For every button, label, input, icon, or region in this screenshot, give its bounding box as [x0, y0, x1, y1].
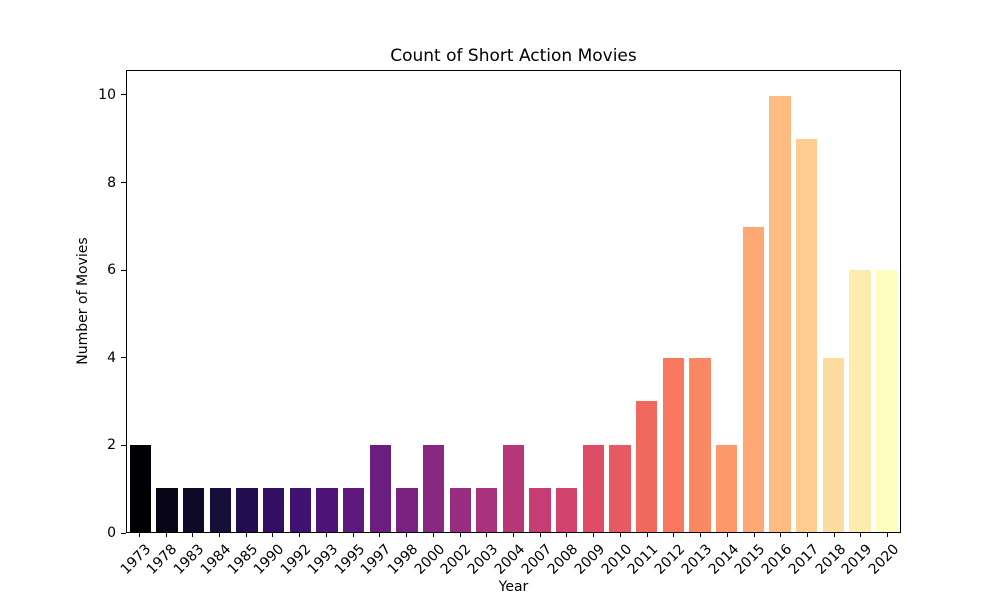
- x-tick-label-1985: 1985: [224, 541, 261, 578]
- bar-2020: [876, 270, 898, 532]
- x-tick-label-1997: 1997: [357, 541, 395, 578]
- x-tick-label-2011: 2011: [625, 541, 662, 578]
- x-tick-mark: [379, 533, 381, 537]
- x-tick-label-2003: 2003: [464, 541, 502, 578]
- x-tick-label-2012: 2012: [651, 541, 689, 578]
- x-tick-mark: [459, 533, 461, 537]
- bar-2016: [769, 95, 791, 532]
- x-tick-label-1983: 1983: [170, 541, 208, 578]
- x-tick-mark: [566, 533, 568, 537]
- bar-2015: [742, 226, 765, 532]
- x-tick-label-2007: 2007: [518, 541, 555, 578]
- x-tick-label-2019: 2019: [838, 541, 876, 578]
- bar-1985: [236, 488, 258, 532]
- x-tick-label-2013: 2013: [678, 541, 716, 578]
- chart-title: Count of Short Action Movies: [390, 46, 637, 66]
- bar-1997: [369, 444, 391, 532]
- x-tick-mark: [165, 533, 167, 537]
- x-tick-label-2018: 2018: [812, 541, 849, 578]
- y-tick-label-2: 2: [107, 437, 116, 454]
- x-tick-label-2010: 2010: [598, 541, 635, 578]
- x-tick-label-2017: 2017: [785, 541, 823, 578]
- x-tick-mark: [325, 533, 327, 537]
- x-tick-mark: [272, 533, 274, 537]
- x-tick-mark: [780, 533, 782, 537]
- bar-2009: [582, 444, 605, 532]
- bar-2019: [849, 270, 871, 532]
- x-tick-mark: [806, 533, 808, 537]
- bar-2003: [476, 488, 498, 532]
- bar-1978: [156, 488, 178, 532]
- x-tick-mark: [646, 533, 648, 537]
- bar-1993: [316, 488, 338, 532]
- x-tick-label-2002: 2002: [438, 541, 475, 578]
- y-tick-label-4: 4: [107, 349, 116, 366]
- bar-1984: [209, 488, 231, 532]
- x-tick-label-2015: 2015: [732, 541, 769, 578]
- bar-2018: [822, 357, 844, 532]
- x-tick-mark: [352, 533, 354, 537]
- y-tick-label-8: 8: [107, 174, 116, 191]
- x-tick-mark: [138, 533, 140, 537]
- x-tick-mark: [486, 533, 488, 537]
- bar-2013: [689, 357, 711, 532]
- x-tick-label-1993: 1993: [304, 541, 342, 578]
- bar-2002: [449, 488, 471, 532]
- x-tick-label-1992: 1992: [277, 541, 315, 578]
- x-tick-mark: [726, 533, 728, 537]
- x-tick-label-2004: 2004: [491, 541, 529, 578]
- bars-container: [127, 71, 900, 532]
- bar-1995: [342, 488, 365, 532]
- x-tick-mark: [299, 533, 301, 537]
- y-axis-label: Number of Movies: [75, 237, 91, 365]
- x-tick-label-2020: 2020: [865, 541, 903, 578]
- bar-2007: [529, 488, 551, 532]
- x-tick-mark: [753, 533, 755, 537]
- x-tick-label-1984: 1984: [197, 541, 235, 578]
- x-axis-label: Year: [498, 579, 529, 595]
- x-tick-label-2014: 2014: [705, 541, 742, 578]
- x-tick-mark: [192, 533, 194, 537]
- bar-2012: [662, 357, 685, 532]
- x-tick-label-1973: 1973: [117, 541, 154, 578]
- x-tick-label-1995: 1995: [331, 541, 368, 578]
- x-tick-label-1998: 1998: [384, 541, 422, 578]
- x-tick-mark: [539, 533, 541, 537]
- bar-1992: [289, 488, 311, 532]
- bar-2004: [502, 444, 525, 532]
- bar-1983: [182, 488, 205, 532]
- x-tick-mark: [887, 533, 889, 537]
- x-tick-label-2000: 2000: [411, 541, 448, 578]
- x-tick-mark: [219, 533, 221, 537]
- x-tick-mark: [513, 533, 514, 537]
- bar-2017: [796, 139, 818, 532]
- x-tick-mark: [700, 533, 702, 537]
- x-tick-mark: [432, 533, 434, 537]
- x-tick-mark: [619, 533, 621, 537]
- x-tick-mark: [833, 533, 835, 537]
- x-tick-mark: [860, 533, 862, 537]
- x-tick-mark: [245, 533, 247, 537]
- x-tick-label-2008: 2008: [545, 541, 582, 578]
- bar-1973: [129, 444, 151, 532]
- bar-2011: [636, 401, 658, 532]
- y-tick-label-6: 6: [107, 262, 116, 279]
- bar-2000: [422, 444, 445, 532]
- bar-1998: [396, 488, 418, 532]
- x-tick-mark: [593, 533, 595, 537]
- y-tick-label-10: 10: [98, 86, 116, 103]
- x-tick-mark: [673, 533, 675, 537]
- bar-1990: [262, 488, 285, 532]
- x-tick-label-1978: 1978: [144, 541, 181, 578]
- bar-2008: [556, 488, 578, 532]
- bar-2014: [716, 444, 738, 532]
- x-tick-label-2016: 2016: [758, 541, 796, 578]
- x-tick-label-2009: 2009: [571, 541, 609, 578]
- bar-2010: [609, 444, 631, 532]
- plot-area: [126, 70, 901, 533]
- x-tick-mark: [406, 533, 408, 537]
- x-tick-label-1990: 1990: [251, 541, 288, 578]
- y-tick-label-0: 0: [107, 525, 116, 541]
